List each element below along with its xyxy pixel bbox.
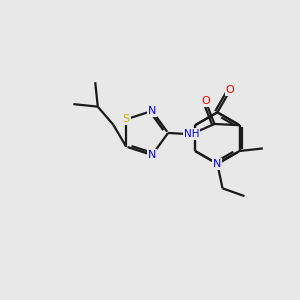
Text: N: N — [148, 150, 156, 160]
Text: O: O — [201, 96, 210, 106]
Text: NH: NH — [184, 129, 199, 139]
Text: N: N — [213, 159, 222, 169]
Text: N: N — [148, 106, 156, 116]
Text: O: O — [226, 85, 235, 95]
Text: S: S — [123, 114, 130, 124]
